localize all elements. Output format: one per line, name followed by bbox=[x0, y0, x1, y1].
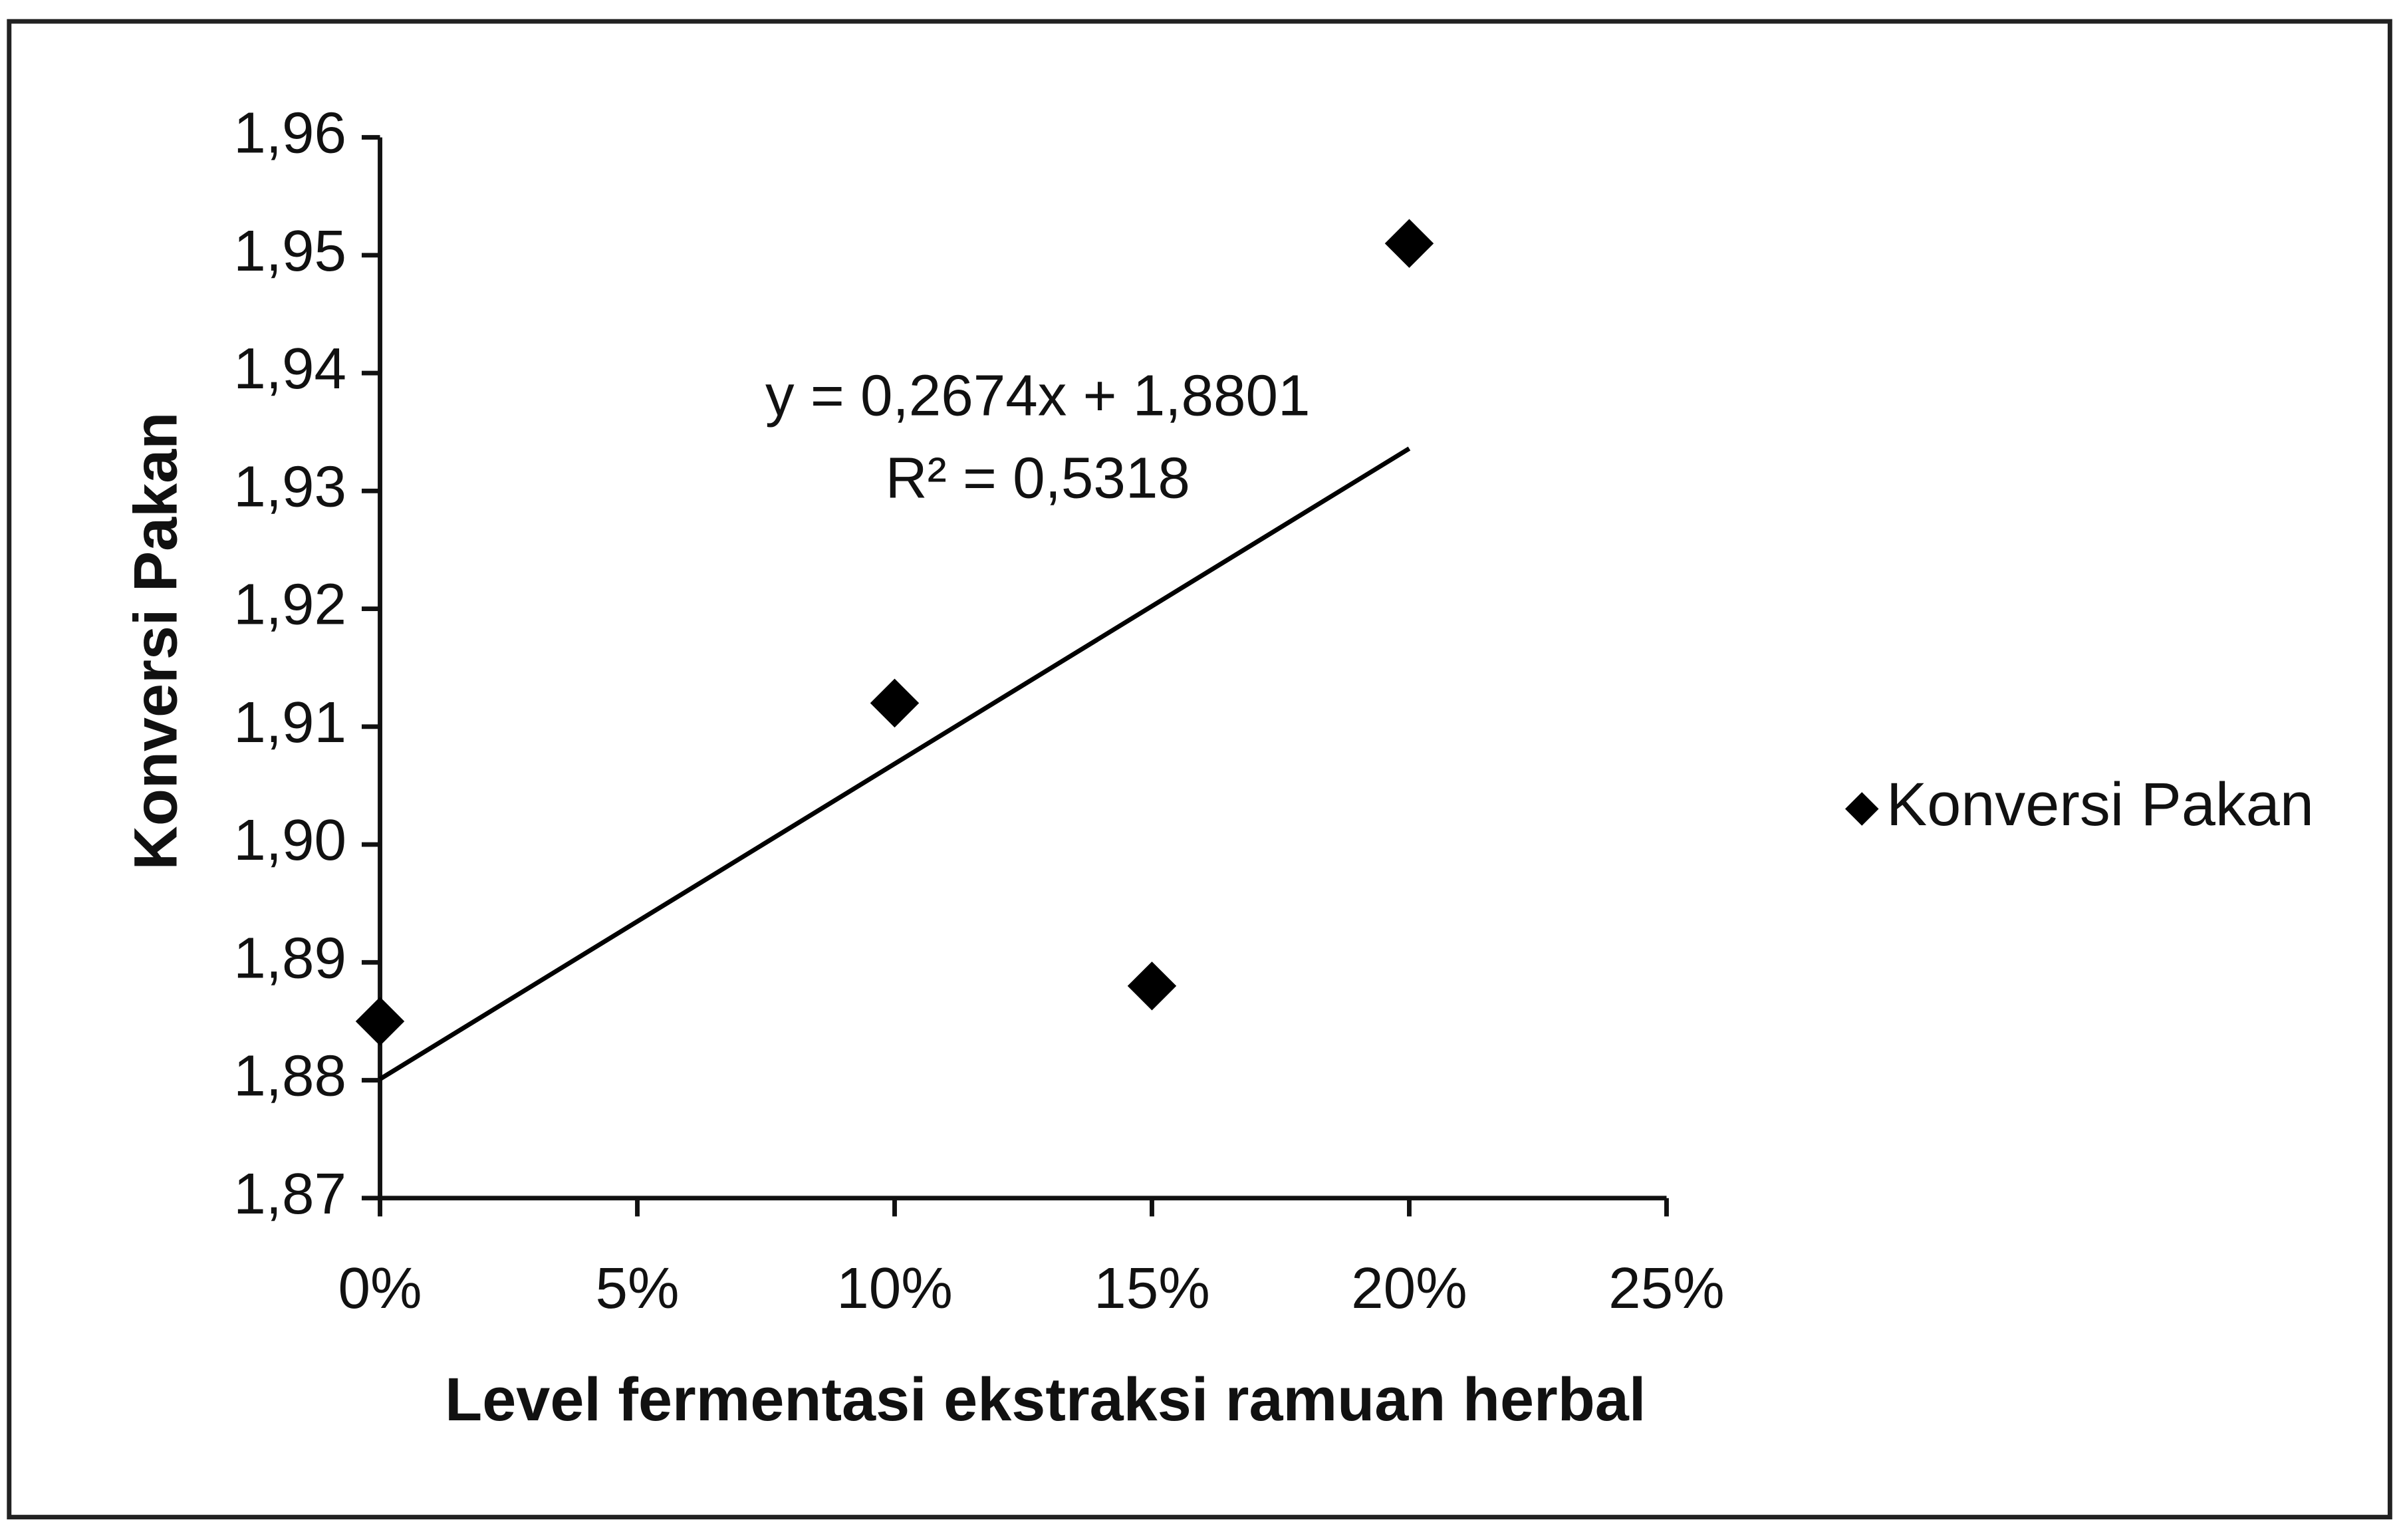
frame bbox=[7, 19, 2392, 1520]
x-tick-label: 15% bbox=[1094, 1256, 1210, 1321]
r-squared: R² = 0,5318 bbox=[886, 446, 1190, 510]
point bbox=[1384, 219, 1434, 268]
y-tick-label: 1,92 bbox=[233, 573, 346, 637]
y-tick-label: 1,87 bbox=[233, 1162, 346, 1226]
y-axis-label: Konversi Pakan bbox=[122, 412, 189, 870]
equation: y = 0,2674x + 1,8801 bbox=[765, 363, 1311, 428]
legend-marker bbox=[1844, 792, 1879, 826]
x-tick-label: 0% bbox=[338, 1256, 422, 1321]
point bbox=[870, 678, 920, 728]
x-tick-label: 10% bbox=[836, 1256, 953, 1321]
point bbox=[1127, 962, 1177, 1011]
x-tick-label: 20% bbox=[1351, 1256, 1467, 1321]
y-tick-label: 1,90 bbox=[233, 808, 346, 872]
y-tick-label: 1,94 bbox=[233, 336, 346, 401]
y-tick-label: 1,89 bbox=[233, 926, 346, 990]
y-tick-label: 1,91 bbox=[233, 690, 346, 755]
x-tick-label: 5% bbox=[595, 1256, 679, 1321]
x-axis-label: Level fermentasi ekstraksi ramuan herbal bbox=[445, 1366, 1646, 1434]
trendline bbox=[378, 446, 1411, 1081]
y-tick-label: 1,88 bbox=[233, 1044, 346, 1108]
point bbox=[355, 997, 405, 1046]
x-tick-label: 25% bbox=[1608, 1256, 1725, 1321]
y-tick-label: 1,95 bbox=[233, 219, 346, 283]
legend-label: Konversi Pakan bbox=[1886, 771, 2314, 838]
y-tick-label: 1,96 bbox=[233, 101, 346, 166]
y-tick-label: 1,93 bbox=[233, 454, 346, 519]
